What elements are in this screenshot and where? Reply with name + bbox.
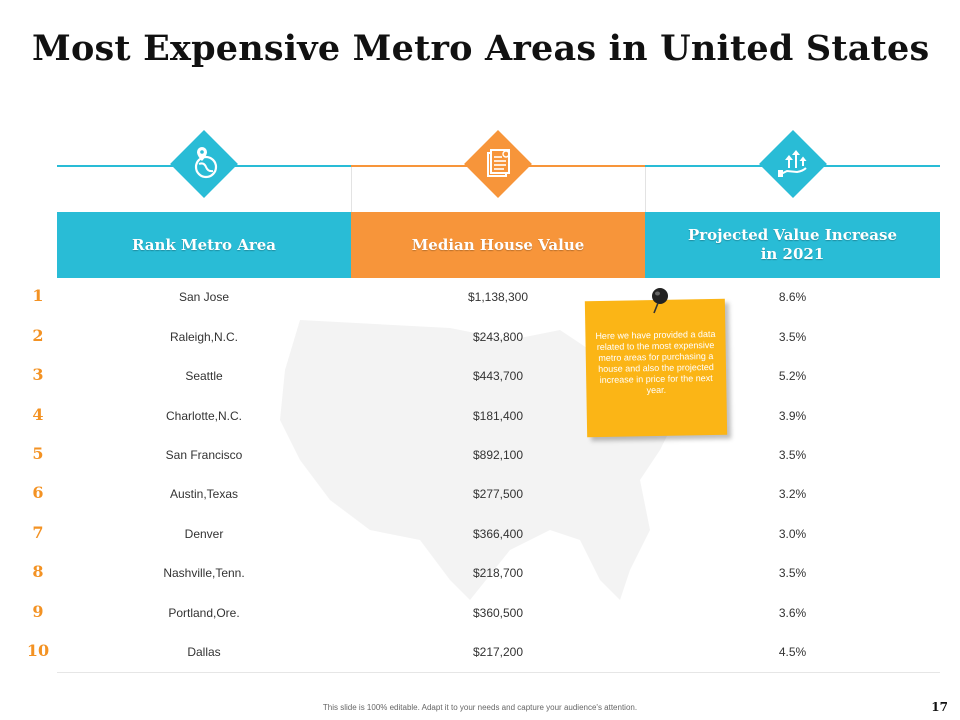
median-value-cell: $360,500 — [472, 606, 524, 620]
table-row: 4 Charlotte,N.C. $181,400 3.9% — [0, 397, 960, 436]
increase-cell: 5.2% — [778, 369, 807, 383]
column-divider — [351, 167, 352, 213]
table-row: 9 Portland,Ore. $360,500 3.6% — [0, 594, 960, 633]
header-median-house-value: Median House Value — [351, 212, 645, 278]
sticky-note-text: Here we have provided a data related to … — [595, 328, 716, 396]
page-number: 17 — [931, 700, 948, 714]
median-value-cell: $443,700 — [472, 369, 524, 383]
table-row: 7 Denver $366,400 3.0% — [0, 515, 960, 554]
footer-text: This slide is 100% editable. Adapt it to… — [322, 703, 638, 712]
rank-number: 7 — [32, 523, 44, 542]
metro-area-cell: San Jose — [178, 290, 230, 304]
page-title: Most Expensive Metro Areas in United Sta… — [32, 28, 930, 69]
table-row: 6 Austin,Texas $277,500 3.2% — [0, 475, 960, 514]
metro-area-cell: Austin,Texas — [169, 487, 239, 501]
metro-area-cell: Charlotte,N.C. — [165, 409, 243, 423]
increase-cell: 3.2% — [778, 487, 807, 501]
rank-number: 5 — [32, 444, 44, 463]
rank-number: 10 — [26, 641, 50, 660]
location-globe-icon — [194, 147, 218, 179]
median-value-cell: $366,400 — [472, 527, 524, 541]
header-rank-metro-area: Rank Metro Area — [57, 212, 351, 278]
hand-growth-icon — [778, 150, 807, 177]
header-label: Rank Metro Area — [131, 235, 277, 254]
median-value-cell: $892,100 — [472, 448, 524, 462]
document-icon — [487, 149, 510, 177]
header-label: Projected Value Increase in 2021 — [687, 226, 898, 263]
table-row: 8 Nashville,Tenn. $218,700 3.5% — [0, 554, 960, 593]
table-row: 1 San Jose $1,138,300 8.6% — [0, 278, 960, 317]
rank-number: 9 — [32, 602, 44, 621]
sticky-note: Here we have provided a data related to … — [584, 298, 728, 438]
increase-cell: 3.0% — [778, 527, 807, 541]
increase-cell: 3.5% — [778, 566, 807, 580]
column-divider — [645, 167, 646, 213]
metro-area-cell: Portland,Ore. — [168, 606, 240, 620]
metro-area-cell: Raleigh,N.C. — [169, 330, 239, 344]
rank-number: 1 — [32, 286, 44, 305]
median-value-cell: $1,138,300 — [467, 290, 529, 304]
push-pin-icon — [652, 288, 668, 314]
metro-area-cell: San Francisco — [165, 448, 243, 462]
median-value-cell: $181,400 — [472, 409, 524, 423]
metro-area-cell: Denver — [184, 527, 224, 541]
median-value-cell: $217,200 — [472, 645, 524, 659]
table-row: 3 Seattle $443,700 5.2% — [0, 357, 960, 396]
metro-area-cell: Seattle — [185, 369, 223, 383]
rank-number: 2 — [32, 326, 44, 345]
increase-cell: 3.5% — [778, 448, 807, 462]
increase-cell: 3.5% — [778, 330, 807, 344]
rank-number: 3 — [32, 365, 44, 384]
table-row: 2 Raleigh,N.C. $243,800 3.5% — [0, 318, 960, 357]
median-value-cell: $243,800 — [472, 330, 524, 344]
header-label: Median House Value — [411, 235, 585, 254]
rank-number: 6 — [32, 483, 44, 502]
metro-area-cell: Dallas — [187, 645, 221, 659]
rank-number: 8 — [32, 562, 44, 581]
increase-cell: 3.6% — [778, 606, 807, 620]
increase-cell: 4.5% — [778, 645, 807, 659]
table-row: 5 San Francisco $892,100 3.5% — [0, 436, 960, 475]
table-bottom-border — [57, 672, 940, 673]
increase-cell: 8.6% — [778, 290, 807, 304]
median-value-cell: $277,500 — [472, 487, 524, 501]
rank-number: 4 — [32, 405, 44, 424]
table-row: 10 Dallas $217,200 4.5% — [0, 633, 960, 672]
increase-cell: 3.9% — [778, 409, 807, 423]
metro-area-cell: Nashville,Tenn. — [163, 566, 245, 580]
median-value-cell: $218,700 — [472, 566, 524, 580]
header-projected-increase: Projected Value Increase in 2021 — [645, 212, 940, 278]
